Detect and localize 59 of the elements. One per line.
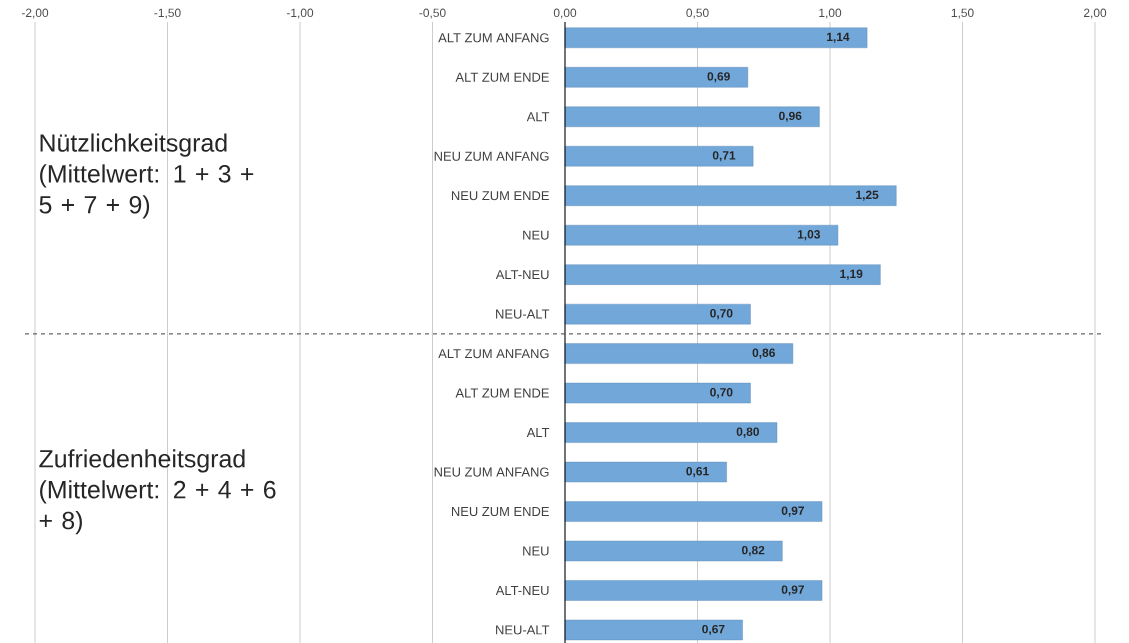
bar xyxy=(564,501,823,522)
x-tick-label: 0,50 xyxy=(686,8,709,19)
data-label: 0,86 xyxy=(752,348,775,359)
data-label: 0,80 xyxy=(736,427,759,438)
bar xyxy=(564,382,751,404)
data-label: 1,03 xyxy=(797,230,820,241)
x-tick-label: -2,00 xyxy=(21,8,49,19)
bar xyxy=(564,264,881,285)
data-label: 1,25 xyxy=(856,190,879,201)
data-label: 0,67 xyxy=(702,624,725,636)
bar xyxy=(564,461,727,483)
bar xyxy=(564,540,783,562)
annotation: Nützlichkeitsgrad (Mittelwert: 1 + 3 + 5 + 7 + 9) xyxy=(39,133,254,219)
data-label: 1,19 xyxy=(840,269,863,280)
y-tick-label: ALT-NEU xyxy=(495,585,549,596)
data-label: 0,71 xyxy=(712,151,736,162)
x-tick-label: -1,50 xyxy=(154,8,181,19)
bar xyxy=(564,106,820,127)
y-tick-label: NEU ZUM ENDE xyxy=(451,507,549,517)
annotation: Zufriedenheitsgrad (Mittelwert: 2 + 4 + 6 + 8) xyxy=(39,449,276,535)
x-tick-label: 1,00 xyxy=(819,8,842,19)
y-tick-label: NEU ZUM ANFANG xyxy=(434,151,549,161)
x-tick-label: -1,00 xyxy=(286,8,314,19)
bar xyxy=(564,303,751,325)
y-tick-label: ALT ZUM ANFANG xyxy=(438,33,549,43)
data-label: 0,70 xyxy=(710,309,733,320)
x-tick-label: -0,50 xyxy=(419,8,446,19)
x-tick-label: 0,00 xyxy=(553,8,577,19)
bar xyxy=(564,67,749,88)
x-tick-label: 2,00 xyxy=(1083,8,1107,19)
bar xyxy=(564,619,743,641)
data-label: 0,69 xyxy=(707,72,730,83)
bar xyxy=(564,185,897,206)
y-tick-label: NEU ZUM ANFANG xyxy=(434,467,549,477)
y-tick-label: ALT xyxy=(526,112,550,122)
y-tick-label: NEU xyxy=(523,230,549,240)
data-label: 0,97 xyxy=(781,506,805,517)
data-label: 0,70 xyxy=(710,388,733,399)
y-tick-label: ALT xyxy=(526,428,550,438)
bar xyxy=(564,580,823,601)
bar xyxy=(564,343,794,364)
bar xyxy=(564,27,868,48)
data-label: 0,97 xyxy=(781,585,805,596)
data-label: 0,61 xyxy=(686,466,709,478)
x-tick-label: 1,50 xyxy=(951,8,974,19)
bar xyxy=(564,224,839,246)
bar xyxy=(564,422,778,443)
bar xyxy=(564,146,754,167)
data-label: 1,14 xyxy=(827,32,850,43)
y-tick-label: ALT ZUM ENDE xyxy=(455,388,549,398)
y-tick-label: ALT ZUM ENDE xyxy=(455,72,549,82)
data-label: 0,82 xyxy=(741,545,765,557)
data-label: 0,96 xyxy=(779,111,802,122)
y-tick-label: NEU ZUM ENDE xyxy=(451,191,549,201)
y-tick-label: NEU xyxy=(523,546,549,556)
y-tick-label: NEU-ALT xyxy=(496,625,550,635)
y-tick-label: ALT ZUM ANFANG xyxy=(438,349,549,359)
y-tick-label: ALT-NEU xyxy=(495,270,549,280)
y-tick-label: NEU-ALT xyxy=(496,309,550,319)
